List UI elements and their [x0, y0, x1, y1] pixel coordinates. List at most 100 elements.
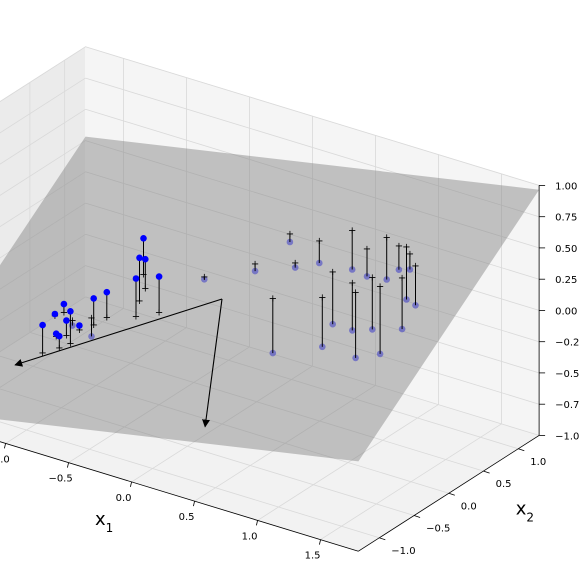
- projected-point: +: [141, 283, 149, 294]
- z-tick-label: 0.50: [555, 244, 577, 255]
- data-point: [90, 295, 97, 302]
- projected-point: +: [90, 320, 98, 331]
- gridline: [85, 202, 540, 343]
- projected-point: +: [75, 325, 83, 336]
- x-tick-label: −1.0: [0, 454, 10, 465]
- projected-point: +: [363, 244, 371, 255]
- projected-point: +: [251, 259, 259, 270]
- y-tick-mark: [518, 448, 525, 452]
- y-tick-mark: [448, 492, 455, 496]
- x-tick-label: 1.0: [242, 531, 258, 542]
- projected-point: +: [269, 294, 277, 305]
- x-tick-label: −0.5: [48, 474, 72, 485]
- z-axis-ticks: −1.00 −0.75 −0.50 −0.25 0.00 0.25 0.50 0.75 1.00: [539, 181, 579, 442]
- gridline: [0, 140, 86, 196]
- x-axis-ticks: −1.5−1.0−0.50.00.51.01.5: [0, 443, 321, 562]
- y-axis-ticks: −1.0 −0.5 0.0 0.5 1.0: [379, 448, 546, 557]
- data-point: [376, 350, 384, 358]
- y-tick-mark: [483, 470, 490, 474]
- gridline: [0, 77, 86, 134]
- projected-point: +: [132, 312, 140, 323]
- x-axis-label: x1: [95, 509, 113, 535]
- x-tick-label: 0.0: [116, 493, 132, 504]
- data-point: [142, 255, 149, 263]
- projected-point: +: [318, 293, 326, 304]
- data-point: [398, 325, 406, 333]
- y-tick-label: 0.5: [496, 479, 512, 490]
- z-tick-label: −0.25: [555, 338, 579, 349]
- projected-point: +: [103, 313, 111, 324]
- data-point: [63, 317, 70, 324]
- data-point: [352, 354, 359, 362]
- z-tick-label: 0.25: [555, 275, 577, 286]
- projected-point: +: [66, 339, 74, 350]
- data-point: [140, 235, 147, 242]
- projected-point: +: [68, 315, 76, 326]
- data-point: [251, 267, 259, 275]
- data-point: [103, 288, 111, 296]
- data-point: [88, 333, 95, 340]
- projected-point: +: [348, 278, 356, 289]
- x-tick-mark: [4, 443, 6, 449]
- data-point: [369, 326, 376, 333]
- projected-point: +: [351, 288, 359, 299]
- gridline: [85, 46, 540, 186]
- projected-point: +: [398, 273, 406, 284]
- projected-point: +: [315, 236, 323, 247]
- data-point: [76, 322, 83, 329]
- gridline: [64, 309, 519, 450]
- gridline: [85, 140, 540, 280]
- gridline: [85, 77, 540, 218]
- y-axis-label: x2: [516, 498, 534, 524]
- projected-point: +: [383, 233, 391, 244]
- data-point: [363, 273, 371, 280]
- gridline: [0, 46, 86, 103]
- gridline: [0, 233, 86, 290]
- gridline: [0, 171, 86, 228]
- gridlines: [0, 46, 540, 540]
- z-tick-label: 0.00: [555, 306, 577, 317]
- gridline: [85, 265, 540, 405]
- z-tick-label: 0.75: [555, 213, 577, 224]
- points-above-plane: [39, 235, 163, 340]
- principal-arrow: [14, 298, 223, 367]
- principal-component-arrows: [14, 298, 223, 428]
- projected-point: +: [87, 313, 95, 324]
- y-tick-label: −0.5: [426, 524, 450, 535]
- z-tick-label: −0.50: [555, 369, 579, 380]
- data-point: [155, 273, 163, 280]
- y-tick-mark: [379, 537, 386, 541]
- projected-point: +: [62, 330, 70, 341]
- data-point: [51, 310, 59, 318]
- projected-point: +: [155, 307, 163, 318]
- projected-point: +: [395, 241, 403, 252]
- gridline: [85, 233, 540, 374]
- x-tick-label: 1.5: [305, 551, 321, 562]
- data-point: [67, 308, 74, 315]
- data-point: [39, 321, 46, 329]
- gridline: [29, 332, 484, 472]
- data-point: [136, 254, 143, 262]
- projection-plane: [0, 136, 540, 462]
- gridline: [0, 355, 449, 494]
- gridline: [85, 296, 540, 436]
- z-tick-label: 1.00: [555, 181, 577, 192]
- data-point: [269, 349, 277, 357]
- y-tick-label: −1.0: [391, 546, 415, 557]
- projected-point: +: [368, 273, 376, 284]
- gridline: [0, 388, 415, 516]
- data-point: [60, 300, 68, 308]
- y-tick-label: 0.0: [461, 501, 477, 512]
- data-point: [52, 330, 60, 338]
- projected-point: +: [286, 229, 294, 240]
- x-tick-mark: [193, 501, 195, 507]
- data-point: [291, 264, 299, 271]
- gridline: [0, 108, 86, 165]
- projected-point: +: [55, 343, 63, 354]
- points-below-plane: [69, 238, 419, 362]
- data-point: [349, 327, 356, 334]
- projected-point: +: [139, 270, 147, 281]
- x-tick-mark: [256, 520, 258, 526]
